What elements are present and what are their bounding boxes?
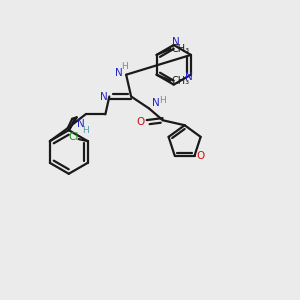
Text: O: O (136, 117, 144, 127)
Text: H: H (121, 62, 128, 71)
Text: N: N (116, 68, 123, 78)
Text: N: N (185, 72, 193, 82)
Text: CH₃: CH₃ (171, 44, 189, 54)
Text: H: H (82, 126, 89, 135)
Text: N: N (172, 37, 180, 47)
Text: Cl: Cl (69, 132, 79, 142)
Text: H: H (160, 96, 166, 105)
Text: N: N (77, 119, 85, 129)
Text: N: N (100, 92, 107, 101)
Text: N: N (152, 98, 160, 108)
Text: CH₃: CH₃ (171, 76, 189, 85)
Text: O: O (196, 151, 205, 161)
